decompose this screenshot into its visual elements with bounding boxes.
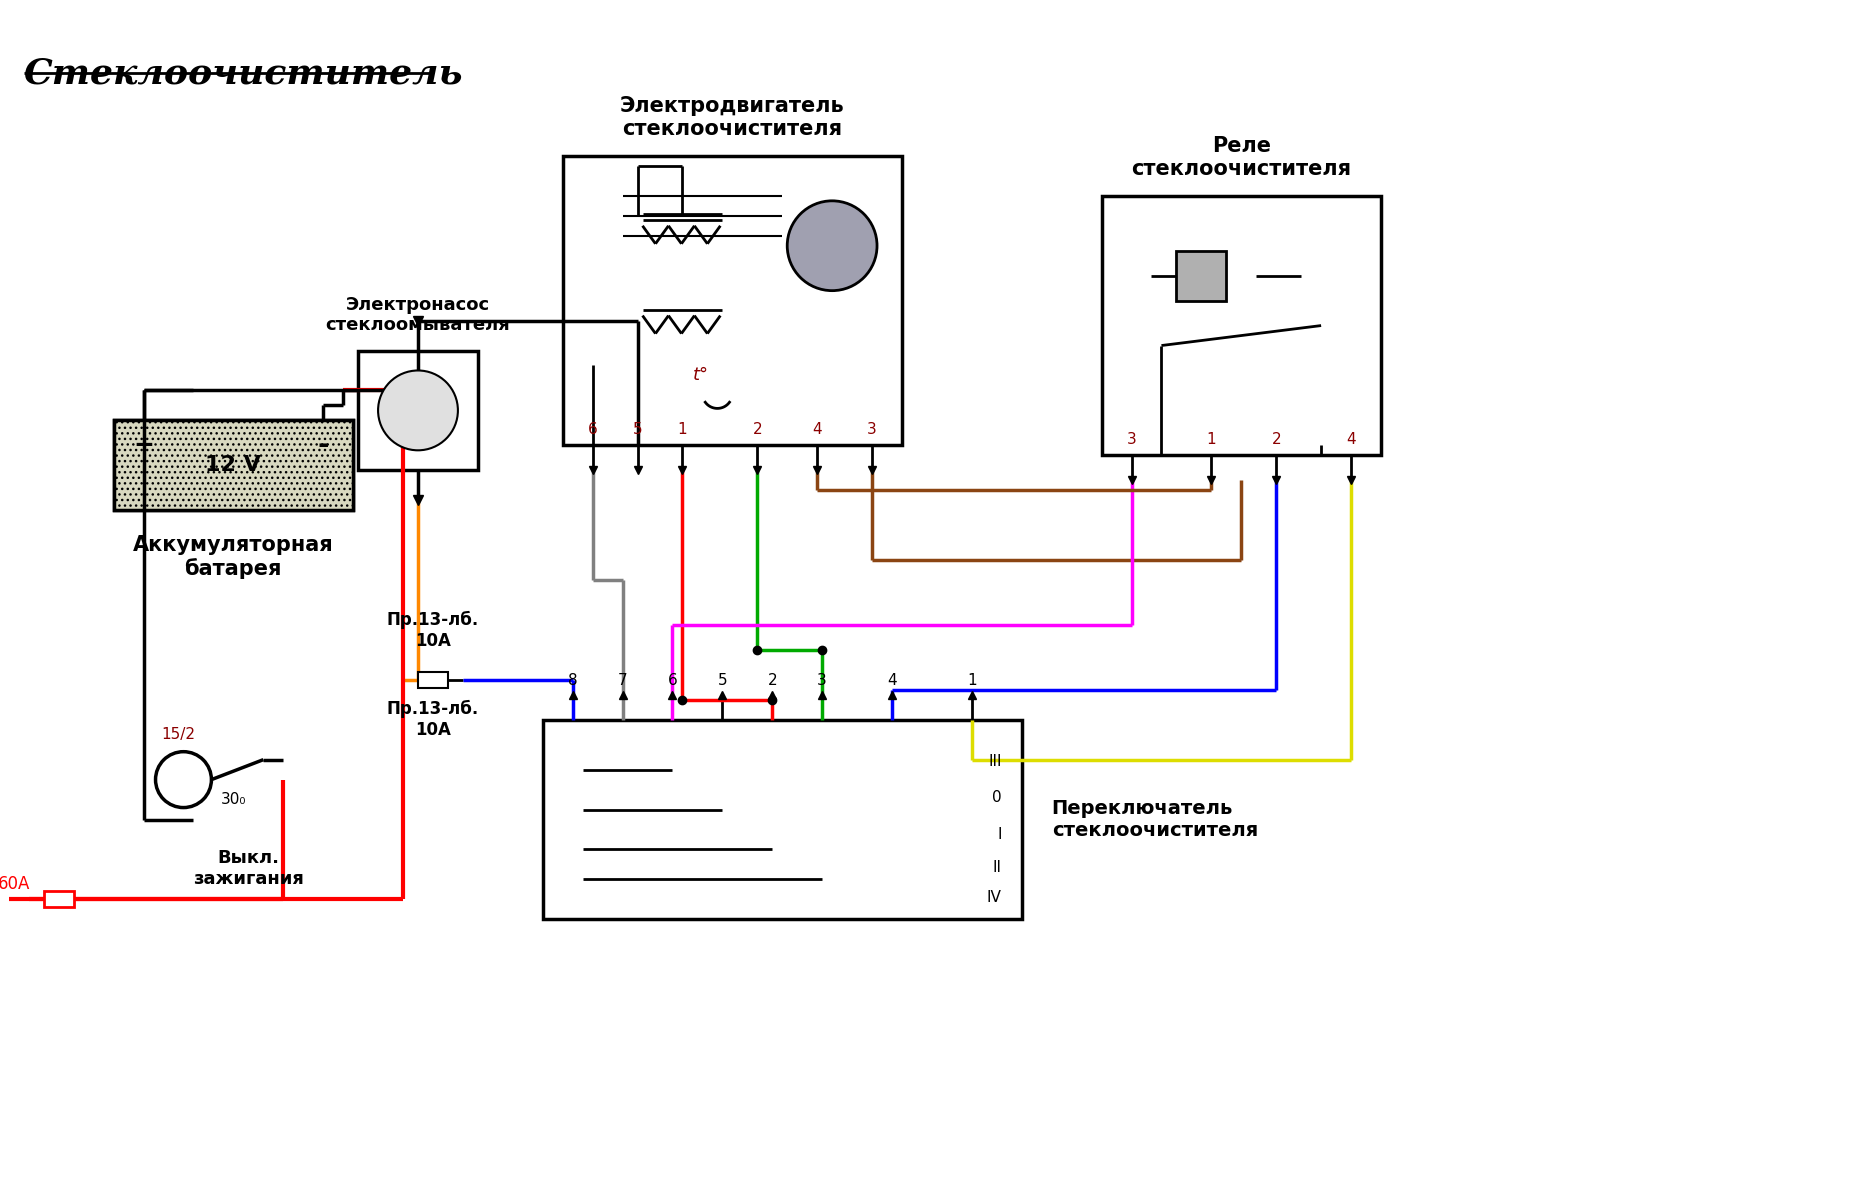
Text: 8: 8 bbox=[568, 673, 577, 688]
Text: 6: 6 bbox=[588, 422, 597, 438]
Text: II: II bbox=[992, 859, 1002, 875]
Bar bbox=[562, 156, 902, 445]
Text: 60A: 60A bbox=[0, 875, 30, 893]
Text: Стеклоочиститель: Стеклоочиститель bbox=[24, 56, 464, 90]
Bar bbox=[544, 720, 1022, 920]
Text: 3: 3 bbox=[1126, 433, 1137, 447]
Text: t°: t° bbox=[692, 367, 709, 385]
Bar bbox=[1102, 196, 1380, 456]
Text: 2: 2 bbox=[753, 422, 762, 438]
Text: 6: 6 bbox=[668, 673, 677, 688]
Text: 5: 5 bbox=[718, 673, 727, 688]
Bar bbox=[1176, 251, 1226, 300]
Text: 4: 4 bbox=[1347, 433, 1356, 447]
Bar bbox=[174, 772, 193, 787]
Text: 5: 5 bbox=[633, 422, 642, 438]
Text: Аккумуляторная
батарея: Аккумуляторная батарея bbox=[134, 535, 334, 579]
Text: Переключатель
стеклоочистителя: Переключатель стеклоочистителя bbox=[1052, 799, 1258, 840]
Text: 1: 1 bbox=[966, 673, 976, 688]
Text: Реле
стеклоочистителя: Реле стеклоочистителя bbox=[1132, 136, 1350, 179]
Bar bbox=[358, 351, 479, 470]
Text: Пр.13-лб.
10A: Пр.13-лб. 10A bbox=[388, 700, 479, 739]
Text: 12 V: 12 V bbox=[206, 456, 262, 475]
Text: I: I bbox=[998, 827, 1002, 843]
Circle shape bbox=[156, 751, 211, 808]
Text: 2: 2 bbox=[1271, 433, 1282, 447]
Text: 1: 1 bbox=[1206, 433, 1217, 447]
Text: +: + bbox=[134, 434, 154, 457]
Bar bbox=[113, 421, 352, 510]
Text: 3: 3 bbox=[818, 673, 827, 688]
Text: 4: 4 bbox=[812, 422, 822, 438]
Text: Электронасос
стеклоомывателя: Электронасос стеклоомывателя bbox=[326, 296, 510, 334]
Text: Пр.13-лб.
10A: Пр.13-лб. 10A bbox=[388, 611, 479, 650]
Text: -: - bbox=[317, 432, 328, 459]
Text: Выкл.
зажигания: Выкл. зажигания bbox=[193, 850, 304, 888]
Circle shape bbox=[787, 201, 877, 291]
Circle shape bbox=[378, 370, 458, 451]
Text: 1: 1 bbox=[677, 422, 686, 438]
Text: 30₀: 30₀ bbox=[221, 792, 247, 807]
Bar bbox=[417, 672, 447, 688]
Text: III: III bbox=[989, 754, 1002, 769]
Bar bbox=[113, 421, 352, 510]
Text: 3: 3 bbox=[866, 422, 877, 438]
Text: 4: 4 bbox=[887, 673, 896, 688]
Text: 15/2: 15/2 bbox=[161, 727, 195, 742]
Text: 7: 7 bbox=[618, 673, 627, 688]
Text: 0: 0 bbox=[992, 790, 1002, 805]
Bar bbox=[45, 892, 74, 908]
Text: IV: IV bbox=[987, 889, 1002, 905]
Text: Электродвигатель
стеклоочистителя: Электродвигатель стеклоочистителя bbox=[620, 96, 844, 139]
Text: 2: 2 bbox=[768, 673, 777, 688]
